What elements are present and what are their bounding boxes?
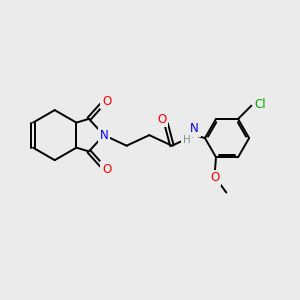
Text: N: N: [190, 122, 199, 135]
Text: H: H: [182, 135, 190, 146]
Text: O: O: [210, 171, 219, 184]
Text: O: O: [157, 113, 166, 126]
Text: N: N: [100, 129, 108, 142]
Text: Cl: Cl: [254, 98, 266, 111]
Text: O: O: [102, 95, 111, 108]
Text: O: O: [102, 163, 111, 176]
